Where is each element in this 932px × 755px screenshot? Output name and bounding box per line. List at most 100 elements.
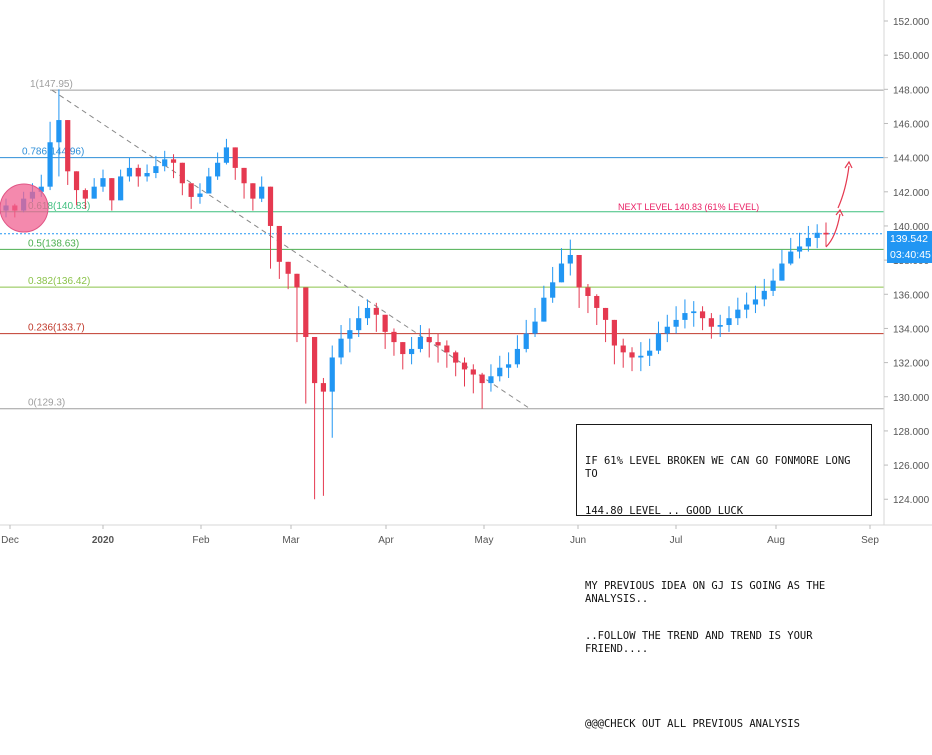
candle-body [259, 186, 265, 199]
note-spacer [585, 543, 863, 556]
arrow-head-icon [835, 208, 844, 217]
trend-line-dashed [51, 89, 531, 410]
fib-label: 0.618(140.83) [28, 201, 90, 212]
candle-body [691, 311, 697, 314]
fib-label: 0.236(133.7) [28, 323, 85, 334]
highlight-circle [0, 183, 49, 233]
x-tick-label: Aug [767, 535, 785, 546]
y-tick-label: 140.000 [893, 222, 930, 233]
candle-body [488, 376, 494, 384]
candle-body [823, 232, 829, 235]
candle-body [232, 147, 238, 168]
candle-body [223, 147, 230, 163]
candle-body [373, 307, 379, 315]
candle-body [805, 237, 811, 247]
x-tick-label: Feb [192, 535, 210, 546]
x-tick-label: Sep [861, 535, 879, 546]
candle-body [717, 325, 723, 327]
axes: 152.000 150.000 148.000 146.000 144.000 142.0… [0, 0, 932, 546]
candle-body [285, 261, 291, 274]
candle-body [726, 318, 732, 326]
candle-body [206, 176, 212, 194]
candle-body [541, 297, 547, 322]
candle-body [91, 186, 97, 199]
candle-body [752, 299, 759, 305]
x-tick-label: Jul [670, 535, 683, 546]
candle-body [338, 338, 344, 358]
candle-body [708, 318, 714, 327]
y-tick-label: 126.000 [893, 461, 930, 472]
candle-body [532, 321, 538, 334]
candle-body [761, 290, 767, 300]
y-tick-label: 150.000 [893, 51, 930, 62]
candle-body [779, 263, 785, 281]
candle-body [400, 342, 406, 355]
note-line: MY PREVIOUS IDEA ON GJ IS GOING AS THE A… [585, 580, 832, 605]
x-tick-label: Mar [282, 535, 300, 546]
y-tick-label: 130.000 [893, 393, 930, 404]
candle-body [629, 352, 635, 358]
candle-body [426, 336, 432, 343]
candle-body [197, 193, 203, 197]
candle-body [479, 374, 485, 384]
candle-body [602, 307, 609, 320]
candle-body [435, 342, 441, 346]
candle-body [364, 307, 371, 319]
candle-body [444, 345, 450, 353]
candle-body [65, 120, 71, 172]
candle-body [391, 331, 397, 343]
candle-body [162, 159, 168, 167]
y-tick-label: 124.000 [893, 495, 930, 506]
candle-body [82, 190, 88, 199]
fib-label: 0.382(136.42) [28, 276, 90, 287]
candle-body [505, 364, 512, 368]
note-line: ..FOLLOW THE TREND AND TREND IS YOUR FRI… [585, 630, 819, 655]
candle-body [461, 362, 468, 370]
candle-body [453, 352, 459, 363]
x-tick-label: 2020 [92, 535, 115, 546]
candle-body [585, 287, 591, 296]
candle-body [356, 318, 362, 331]
candle-body [320, 383, 327, 392]
candlestick-chart[interactable]: 1(147.95) 0.786(144.96) 0.618(140.83) 0.5(1… [0, 0, 932, 550]
candle-body [620, 345, 626, 353]
fib-label: 1(147.95) [30, 79, 73, 90]
fib-label: 0.786(144.96) [22, 147, 84, 158]
candles [3, 89, 829, 500]
x-tick-label: May [475, 535, 494, 546]
next-level-annotation: NEXT LEVEL 140.83 (61% LEVEL) [618, 202, 759, 212]
x-tick-label: Dec [1, 535, 19, 546]
candle-body [303, 287, 309, 337]
candle-body [241, 167, 247, 184]
fib-label: 0(129.3) [28, 398, 65, 409]
candle-body [118, 176, 124, 201]
candle-body [796, 246, 803, 252]
candle-body [144, 173, 150, 177]
candle-body [638, 355, 644, 358]
candle-body [382, 314, 388, 332]
candle-body [744, 304, 750, 310]
projection-arrow-1 [825, 213, 841, 248]
x-tick-label: Jun [570, 535, 586, 546]
candle-body [215, 162, 221, 177]
candle-body [523, 333, 529, 349]
candle-body [56, 120, 62, 143]
candle-body [73, 171, 80, 191]
candle-body [497, 367, 503, 377]
candle-body [170, 159, 177, 163]
y-tick-label: 142.000 [893, 188, 930, 199]
candle-body [567, 254, 573, 264]
candle-body [682, 313, 688, 320]
candle-body [611, 319, 617, 346]
x-tick-label: Apr [378, 535, 394, 546]
note-line: 144.80 LEVEL .. GOOD LUCK [585, 505, 744, 517]
chart-area[interactable]: 1(147.95) 0.786(144.96) 0.618(140.83) 0.5(1… [0, 0, 932, 730]
y-tick-label: 134.000 [893, 324, 930, 335]
candle-body [470, 369, 476, 375]
countdown-tag: 03:40:45 [887, 247, 932, 263]
candle-body [267, 186, 274, 226]
trend-lines [51, 89, 531, 410]
candle-body [770, 280, 776, 291]
candle-body [135, 167, 141, 177]
candle-body [655, 333, 662, 351]
